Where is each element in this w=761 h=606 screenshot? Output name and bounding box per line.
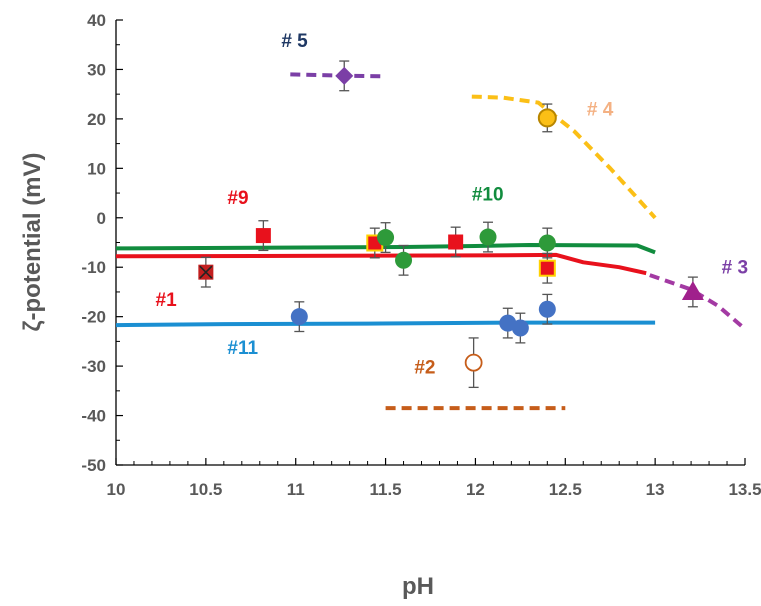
x-tick-label: 13 [646, 480, 665, 499]
series-line [649, 273, 747, 331]
series-line [290, 72, 386, 79]
data-point [479, 228, 497, 246]
series-line [471, 94, 657, 220]
data-point [395, 251, 413, 269]
y-tick-label: 0 [97, 209, 106, 228]
y-tick-label: -30 [81, 357, 106, 376]
data-point [537, 108, 557, 128]
series-label: # 3 [722, 258, 748, 279]
x-tick-label: 13.5 [728, 480, 761, 499]
series-label: #2 [414, 358, 435, 379]
series-line [115, 320, 656, 328]
data-point-cross [199, 265, 213, 279]
x-tick-label: 10 [107, 480, 126, 499]
x-tick-label: 10.5 [189, 480, 222, 499]
series-label: #11 [227, 338, 258, 359]
x-tick-label: 12.5 [549, 480, 582, 499]
y-tick-label: -20 [81, 308, 106, 327]
series-line [115, 252, 647, 276]
y-axis-title: ζ-potential (mV) [19, 152, 46, 331]
y-tick-label: 20 [87, 110, 106, 129]
y-tick-label: -50 [81, 456, 106, 475]
y-tick-label: -10 [81, 258, 106, 277]
data-point [511, 319, 529, 337]
data-point [290, 308, 308, 326]
data-point [464, 353, 483, 372]
x-tick-label: 12 [466, 480, 485, 499]
x-axis-title: pH [402, 573, 434, 600]
data-point [255, 228, 271, 244]
data-point [335, 66, 354, 85]
x-tick-label: 11 [287, 480, 305, 499]
data-points [198, 60, 704, 389]
data-point [538, 234, 556, 252]
y-tick-label: -40 [81, 407, 106, 426]
data-point [538, 300, 556, 318]
y-tick-label: 40 [87, 11, 106, 30]
series-label: #9 [227, 188, 248, 209]
series-labels: # 5 # 4 #9 #10 #1 # 3 #11 #2 [156, 31, 749, 378]
x-tick-label: 11.5 [369, 480, 401, 499]
data-point [377, 229, 395, 247]
series-label: # 4 [587, 99, 614, 120]
series-label: #10 [472, 184, 504, 205]
series-line [115, 243, 656, 255]
data-point [538, 259, 556, 277]
data-point [448, 234, 464, 250]
data-point [681, 280, 704, 300]
y-tick-label: 30 [87, 60, 106, 79]
y-tick-label: 10 [87, 159, 106, 178]
fit-curves [115, 72, 747, 411]
series-label: #1 [156, 290, 178, 311]
series-label: # 5 [281, 31, 308, 52]
